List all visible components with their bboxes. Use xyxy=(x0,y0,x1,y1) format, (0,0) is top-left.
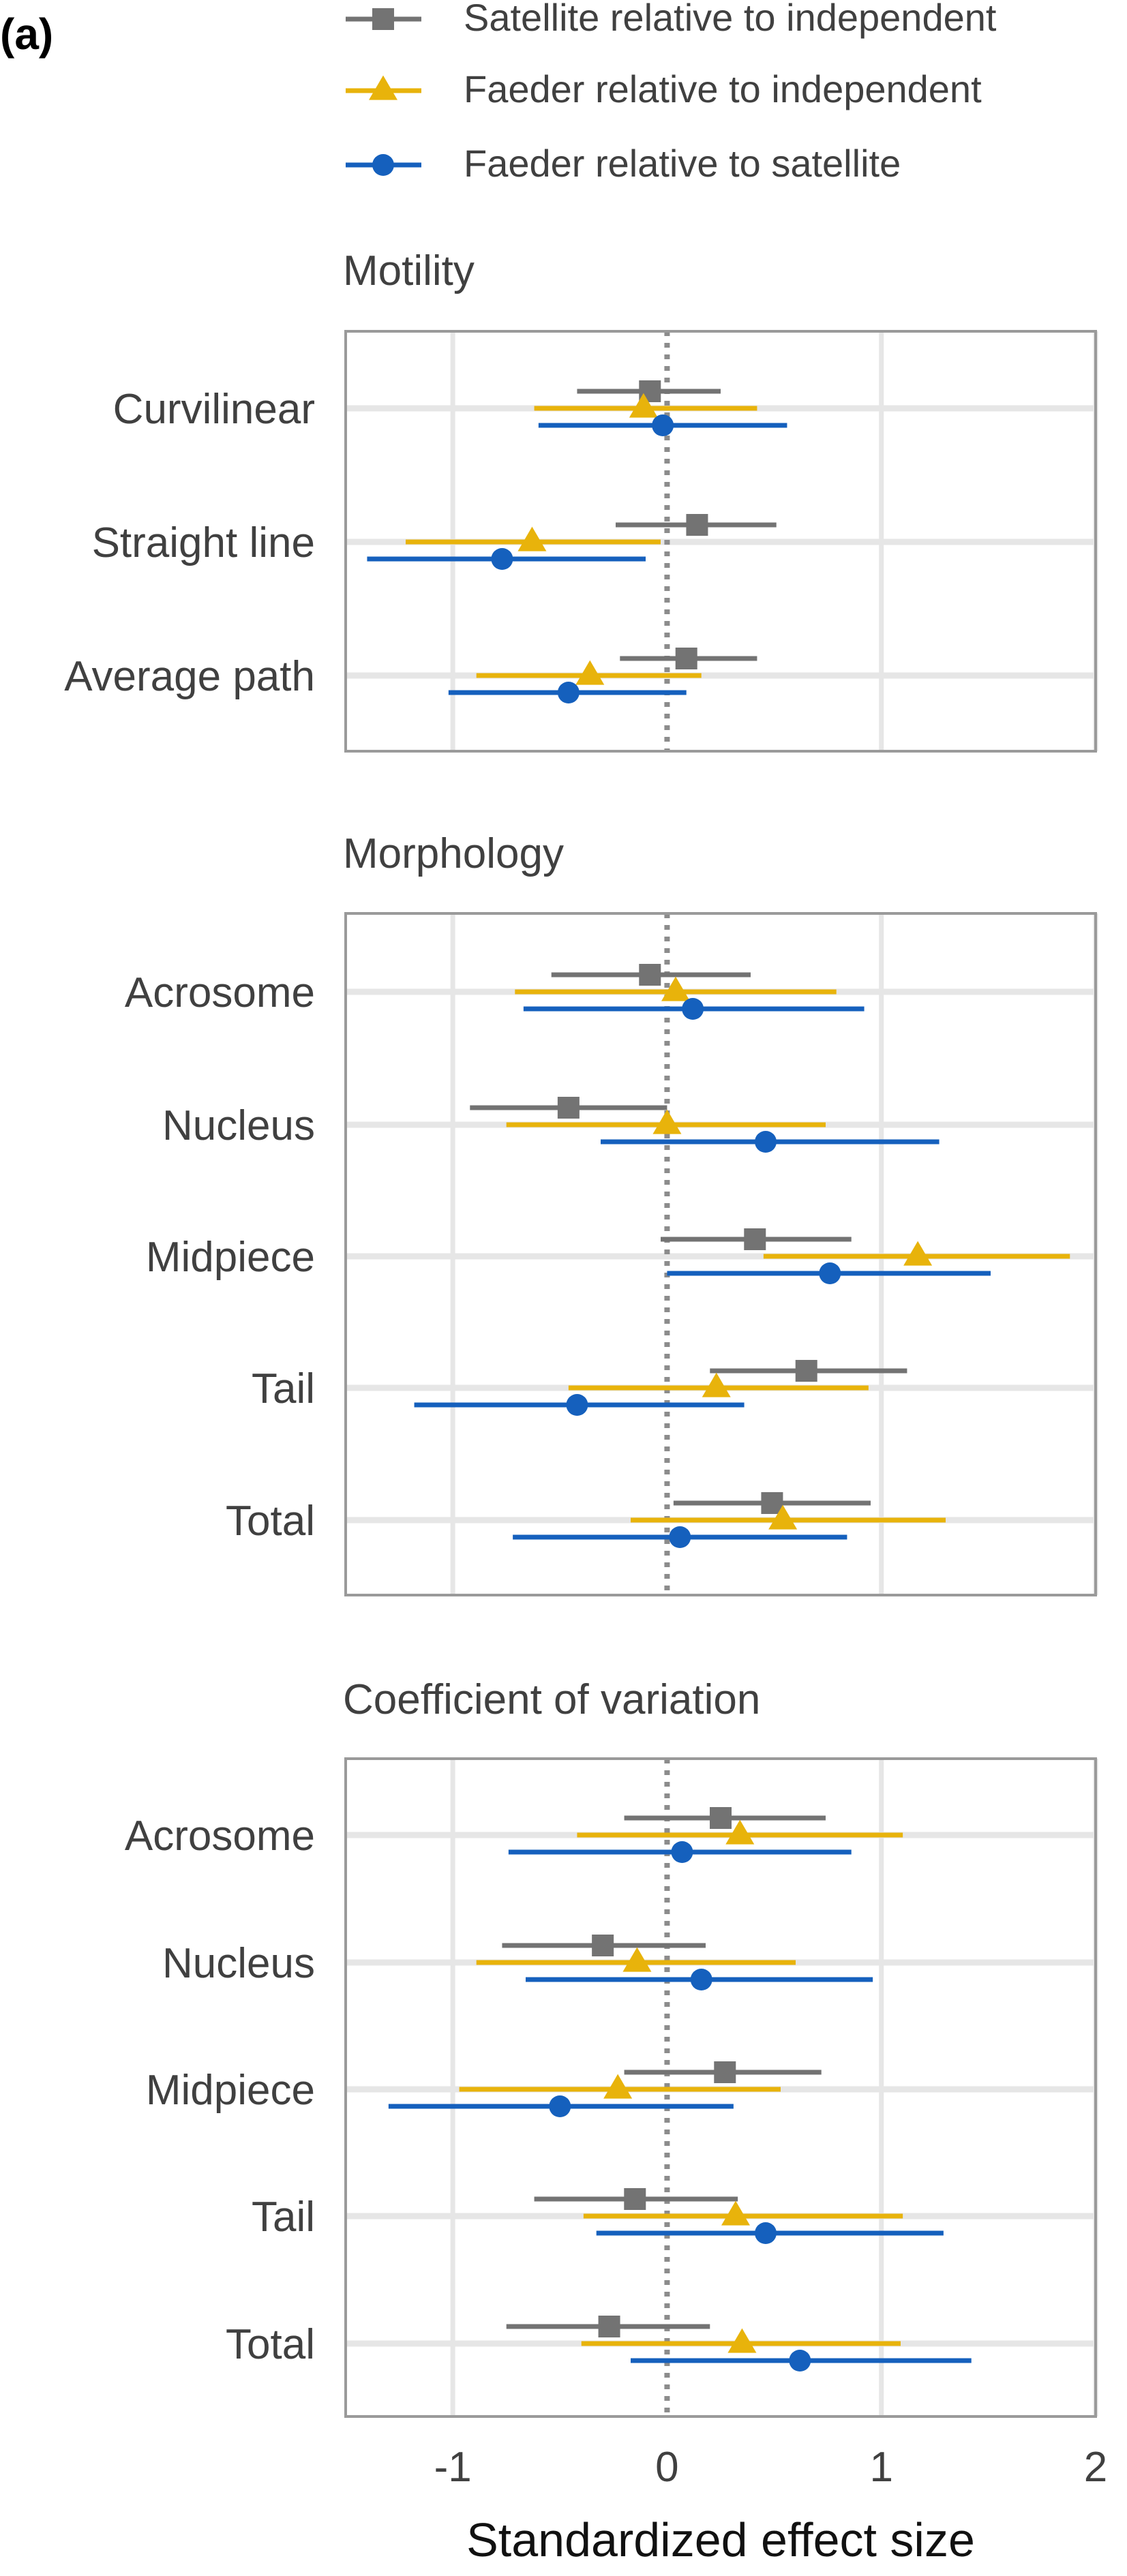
point-faeder_independent xyxy=(768,1504,798,1530)
legend-marker-satellite_independent xyxy=(372,8,394,30)
point-satellite_independent xyxy=(761,1492,783,1514)
panels: Motility Curvilinear Straight line Average … xyxy=(64,247,1098,2418)
legend-label-faeder_independent: Faeder relative to independent xyxy=(464,67,982,110)
point-faeder_independent xyxy=(517,526,547,551)
row-marks xyxy=(388,2061,822,2117)
point-faeder_independent xyxy=(661,976,690,1001)
legend-label-faeder_satellite: Faeder relative to satellite xyxy=(464,142,901,185)
point-faeder_satellite xyxy=(819,1262,841,1284)
row-label: Average path xyxy=(64,653,315,700)
panel-label: (a) xyxy=(0,10,53,59)
point-faeder_independent xyxy=(652,1109,682,1134)
row-marks xyxy=(476,1935,873,1990)
row-label: Total xyxy=(226,1498,315,1545)
point-satellite_independent xyxy=(598,2316,620,2337)
point-faeder_independent xyxy=(727,2328,757,2353)
point-faeder_independent xyxy=(603,2074,633,2099)
row-label: Tail xyxy=(252,2194,315,2241)
point-faeder_satellite xyxy=(755,1131,777,1153)
x-tick-label: 1 xyxy=(869,2444,892,2491)
row-marks xyxy=(515,964,865,1020)
point-faeder_independent xyxy=(903,1241,933,1266)
point-faeder_satellite xyxy=(566,1394,588,1416)
row-label: Nucleus xyxy=(162,1102,315,1149)
legend-marker-faeder_satellite xyxy=(372,154,394,176)
row-marks xyxy=(506,2316,972,2372)
panel-border xyxy=(344,1757,1097,2418)
point-satellite_independent xyxy=(639,964,661,986)
row-label: Midpiece xyxy=(146,1234,315,1281)
x-tick-label: -1 xyxy=(434,2444,472,2491)
row-label: Straight line xyxy=(92,519,315,566)
point-faeder_satellite xyxy=(669,1526,691,1548)
point-satellite_independent xyxy=(710,1807,732,1829)
point-faeder_independent xyxy=(702,1372,731,1397)
point-faeder_satellite xyxy=(671,1841,693,1863)
panel-title: Coefficient of variation xyxy=(343,1676,760,1723)
row-label: Acrosome xyxy=(125,1813,315,1860)
row-marks xyxy=(448,648,757,703)
panel-border xyxy=(344,330,1097,753)
panel-title: Motility xyxy=(343,247,475,294)
point-satellite_independent xyxy=(675,648,697,669)
row-marks xyxy=(414,1360,907,1416)
point-satellite_independent xyxy=(714,2061,736,2083)
row-marks xyxy=(367,514,777,570)
point-faeder_independent xyxy=(575,660,605,685)
row-marks xyxy=(508,1807,903,1863)
point-faeder_satellite xyxy=(682,998,704,1020)
point-satellite_independent xyxy=(557,1097,580,1119)
point-satellite_independent xyxy=(744,1228,766,1250)
point-faeder_satellite xyxy=(491,548,513,570)
point-faeder_satellite xyxy=(557,682,580,703)
row-label: Nucleus xyxy=(162,1940,315,1987)
panel-0: Motility Curvilinear Straight line Average … xyxy=(64,247,1098,753)
row-label: Total xyxy=(226,2321,315,2368)
x-axis-title: Standardized effect size xyxy=(466,2513,975,2566)
row-marks xyxy=(513,1492,946,1548)
point-faeder_independent xyxy=(622,1947,652,1972)
legend: Satellite relative to independent Faeder … xyxy=(346,0,997,185)
panel-1: Morphology Acrosome Nucleus Midpiece Tail Tot… xyxy=(125,830,1098,1596)
row-label: Acrosome xyxy=(125,969,315,1016)
x-tick-label: 2 xyxy=(1084,2444,1107,2491)
row-label: Midpiece xyxy=(146,2067,315,2114)
point-satellite_independent xyxy=(624,2188,646,2210)
point-faeder_satellite xyxy=(549,2095,571,2117)
panel-border xyxy=(344,912,1097,1596)
point-satellite_independent xyxy=(592,1935,614,1956)
legend-label-satellite_independent: Satellite relative to independent xyxy=(464,0,997,39)
point-satellite_independent xyxy=(686,514,708,536)
point-satellite_independent xyxy=(795,1360,817,1382)
row-marks xyxy=(661,1228,1070,1284)
point-faeder_satellite xyxy=(690,1969,712,1990)
legend-marker-faeder_independent xyxy=(369,75,397,100)
row-label: Curvilinear xyxy=(113,386,315,433)
panel-2: Coefficient of variation Acrosome Nucleus M… xyxy=(125,1676,1098,2418)
point-faeder_independent xyxy=(629,393,658,418)
row-marks xyxy=(470,1097,940,1153)
row-marks xyxy=(534,380,787,436)
panel-title: Morphology xyxy=(343,830,564,877)
point-faeder_independent xyxy=(721,2200,750,2226)
point-faeder_satellite xyxy=(652,414,674,436)
row-label: Tail xyxy=(252,1365,315,1412)
point-faeder_satellite xyxy=(755,2222,777,2244)
point-faeder_independent xyxy=(725,1819,755,1845)
point-faeder_satellite xyxy=(789,2350,811,2372)
row-marks xyxy=(534,2188,944,2244)
x-tick-label: 0 xyxy=(655,2444,678,2491)
x-axis: -1 0 1 2 xyxy=(434,2444,1108,2491)
